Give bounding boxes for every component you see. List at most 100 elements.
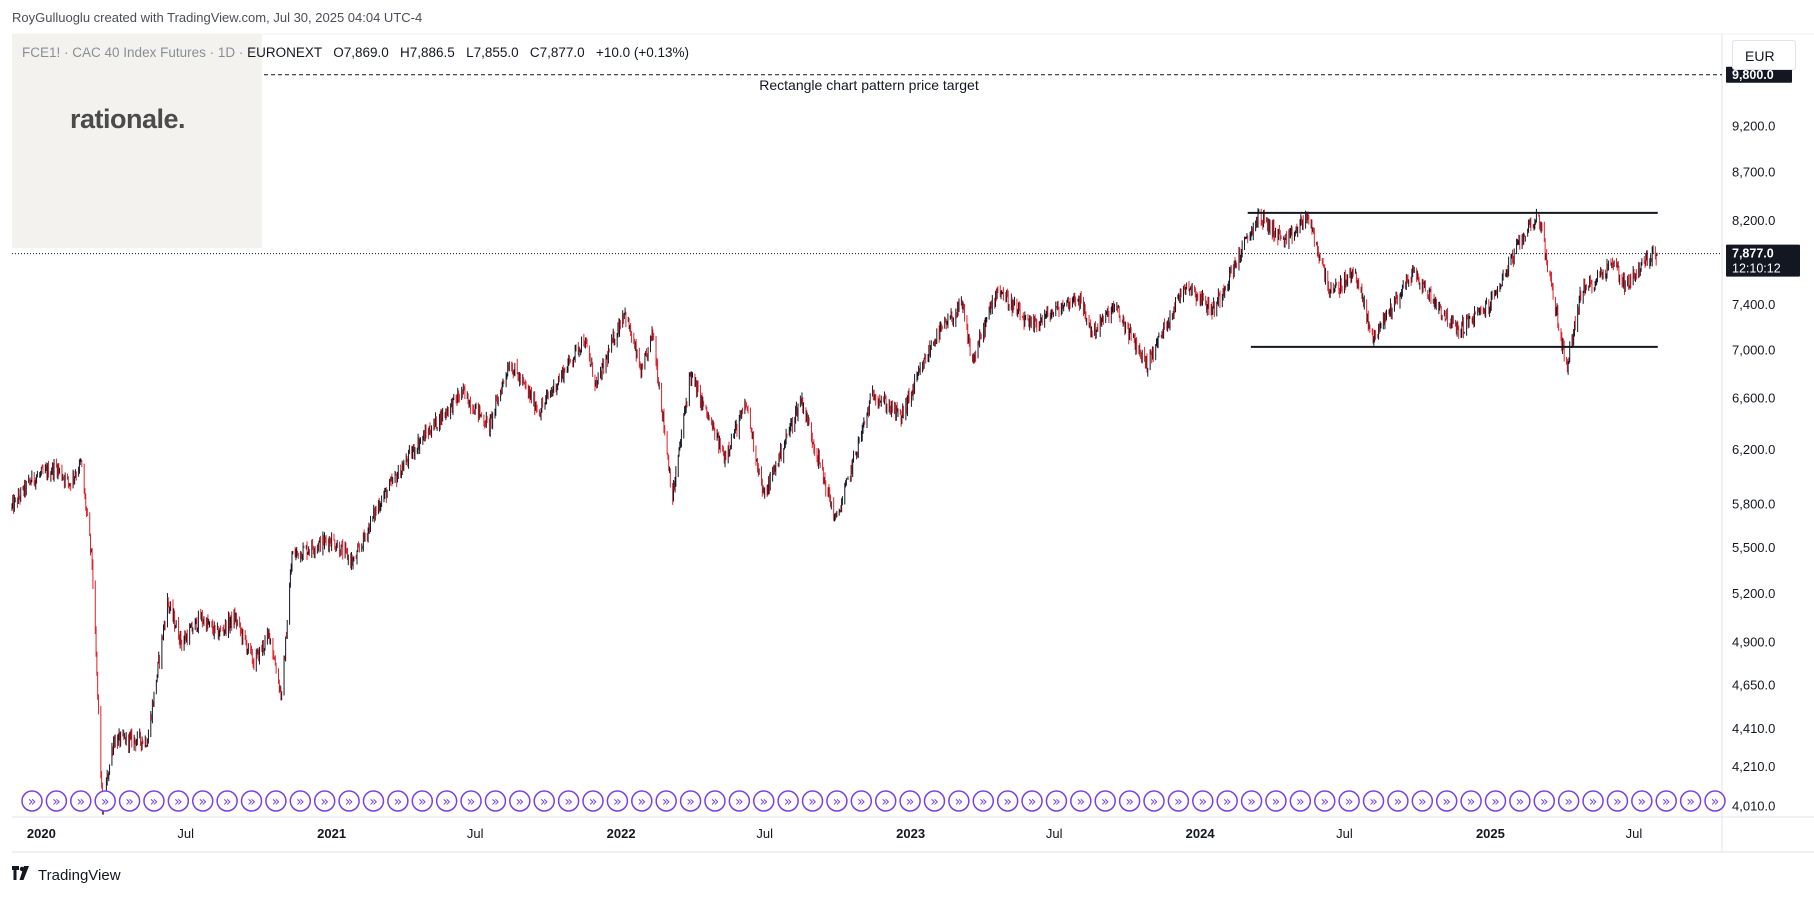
dividend-event-icon[interactable] (216, 790, 238, 812)
dividend-event-glyph: » (1711, 794, 1720, 810)
dividend-event-icon[interactable] (387, 790, 409, 812)
dividend-event-icon[interactable] (874, 790, 897, 812)
dividend-event-icon[interactable] (850, 790, 873, 812)
dividend-event-glyph: » (1345, 794, 1354, 810)
dividend-event-glyph: » (1052, 794, 1061, 810)
dividend-event-glyph: » (662, 794, 671, 810)
dividend-event-icon[interactable] (557, 790, 580, 812)
dividend-event-icon[interactable] (118, 790, 141, 812)
dividend-event-icon[interactable] (1143, 790, 1165, 812)
dividend-event-icon[interactable] (1606, 790, 1629, 812)
dividend-event-icon[interactable] (167, 790, 190, 812)
dividend-event-glyph: » (1247, 794, 1256, 810)
tradingview-footer[interactable]: TradingView (12, 866, 121, 884)
dividend-event-icon[interactable] (1192, 790, 1214, 812)
dividend-event-glyph: » (320, 794, 329, 810)
dividend-event-icon[interactable] (1655, 790, 1677, 812)
dividend-event-icon[interactable] (899, 790, 921, 812)
dividend-event-icon[interactable] (1362, 790, 1385, 812)
symbol-legend[interactable]: FCE1! · CAC 40 Index Futures · 1D · EURO… (22, 45, 690, 60)
x-tick-label: Jul (1046, 826, 1063, 841)
dividend-event-glyph: » (1077, 794, 1086, 810)
dividend-event-icon[interactable] (1265, 790, 1287, 812)
dividend-event-icon[interactable] (509, 790, 531, 812)
dividend-event-icon[interactable] (1582, 790, 1604, 812)
dividend-event-icon[interactable] (704, 790, 726, 812)
dividend-event-icon[interactable] (923, 790, 946, 812)
dividend-event-icon[interactable] (606, 790, 629, 812)
x-tick-label: 2024 (1186, 826, 1216, 841)
dividend-event-icon[interactable] (948, 790, 970, 812)
dividend-event-icon[interactable] (191, 790, 214, 812)
symbol-ticker[interactable]: FCE1! (22, 45, 61, 60)
dividend-event-icon[interactable] (70, 790, 92, 812)
dividend-event-icon[interactable] (631, 790, 653, 812)
currency-button[interactable]: EUR (1732, 40, 1796, 70)
dividend-event-icon[interactable] (45, 790, 68, 812)
dividend-event-icon[interactable] (1216, 790, 1238, 812)
dividend-event-icon[interactable] (484, 790, 507, 812)
dividend-event-icon[interactable] (582, 790, 604, 812)
watermark-logo-panel: rationale. (12, 34, 262, 248)
dividend-event-icon[interactable] (313, 790, 336, 812)
dividend-event-glyph: » (1418, 794, 1427, 810)
dividend-event-glyph: » (1662, 794, 1671, 810)
dividend-event-icon[interactable] (1313, 790, 1336, 812)
dividend-event-icon[interactable] (1631, 790, 1653, 812)
dividend-event-icon[interactable] (1045, 790, 1068, 812)
dividend-event-icon[interactable] (679, 790, 702, 812)
dividend-event-glyph: » (1638, 794, 1647, 810)
dividend-event-glyph: » (28, 794, 37, 810)
dividend-event-glyph: » (247, 794, 256, 810)
dividend-event-icon[interactable] (265, 790, 287, 812)
dividend-event-icon[interactable] (1167, 790, 1190, 812)
dividend-event-icon[interactable] (1704, 790, 1726, 812)
dividend-event-icon[interactable] (533, 790, 555, 812)
dividend-event-icon[interactable] (1338, 790, 1360, 812)
dividend-event-icon[interactable] (1533, 790, 1556, 812)
symbol-name: CAC 40 Index Futures (72, 45, 206, 60)
dividend-event-icon[interactable] (752, 790, 775, 812)
dividend-event-glyph: » (1564, 794, 1573, 810)
dividend-event-icon[interactable] (460, 790, 482, 812)
dividend-event-icon[interactable] (1070, 790, 1092, 812)
dividend-event-icon[interactable] (1435, 790, 1458, 812)
dividend-event-icon[interactable] (240, 790, 263, 812)
dividend-event-icon[interactable] (1509, 790, 1531, 812)
dividend-event-icon[interactable] (1411, 790, 1434, 812)
dividend-event-icon[interactable] (1240, 790, 1263, 812)
dividend-event-icon[interactable] (1484, 790, 1507, 812)
dividend-event-icon[interactable] (1094, 790, 1116, 812)
y-tick-label: 5,800.0 (1732, 496, 1775, 511)
dividend-event-icon[interactable] (1460, 790, 1482, 812)
dividend-event-icon[interactable] (1021, 790, 1043, 812)
dividend-event-icon[interactable] (435, 790, 458, 812)
dividend-event-icon[interactable] (289, 790, 312, 812)
dividend-event-icon[interactable] (777, 790, 799, 812)
dividend-event-icon[interactable] (1387, 790, 1409, 812)
dividend-event-icon[interactable] (411, 790, 434, 812)
dividend-event-icon[interactable] (826, 790, 848, 812)
dividend-event-icon[interactable] (143, 790, 165, 812)
dividend-event-icon[interactable] (21, 790, 43, 812)
dividend-event-icon[interactable] (1557, 790, 1580, 812)
dividend-event-glyph: » (1101, 794, 1110, 810)
ohlc-low: L7,855.0 (466, 45, 519, 60)
dividend-event-icon[interactable] (972, 790, 995, 812)
dividend-event-icon[interactable] (1118, 790, 1141, 812)
dividend-event-icon[interactable] (1289, 790, 1312, 812)
dividend-event-icon[interactable] (1679, 790, 1702, 812)
dividend-event-icon[interactable] (996, 790, 1019, 812)
x-tick-label: 2021 (317, 826, 346, 841)
dividend-event-icon[interactable] (655, 790, 677, 812)
dividend-event-icon[interactable] (362, 790, 385, 812)
dividend-event-icon[interactable] (801, 790, 824, 812)
dividend-event-icon[interactable] (338, 790, 360, 812)
x-tick-label: 2025 (1476, 826, 1505, 841)
dividend-event-icon[interactable] (94, 790, 116, 812)
dividend-event-glyph: » (1198, 794, 1207, 810)
dividend-event-glyph: » (735, 794, 744, 810)
dividend-event-icon[interactable] (728, 790, 751, 812)
price-target-tag-label: 9,800.0 (1732, 68, 1774, 82)
